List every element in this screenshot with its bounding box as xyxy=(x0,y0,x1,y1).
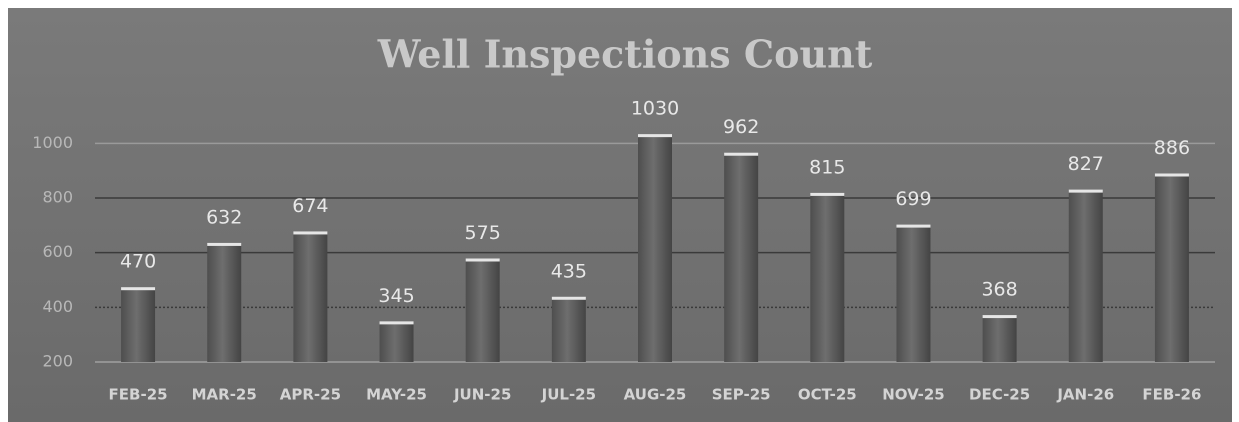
bar xyxy=(810,193,845,362)
x-tick-label: JUN-25 xyxy=(453,386,511,404)
data-label: 435 xyxy=(551,260,587,282)
data-label: 699 xyxy=(895,188,931,210)
data-label: 674 xyxy=(292,195,328,217)
bar-cap xyxy=(724,152,759,156)
y-tick-label: 800 xyxy=(42,188,73,207)
bar xyxy=(379,322,414,362)
bar-cap xyxy=(551,296,586,300)
x-tick-label: AUG-25 xyxy=(624,386,687,404)
bar-cap xyxy=(465,258,500,262)
bar-cap xyxy=(379,321,414,325)
y-tick-label: 600 xyxy=(42,242,73,261)
data-label: 632 xyxy=(206,206,242,228)
x-tick-label: MAR-25 xyxy=(192,386,257,404)
x-tick-label: NOV-25 xyxy=(882,386,945,404)
bar-cap xyxy=(121,287,156,291)
data-label: 575 xyxy=(465,222,501,244)
bar-cap xyxy=(207,242,242,246)
y-tick-label: 400 xyxy=(42,297,73,316)
data-label: 368 xyxy=(981,279,1017,301)
bar xyxy=(207,243,242,362)
bar-cap xyxy=(810,192,845,196)
x-tick-label: APR-25 xyxy=(280,386,341,404)
data-label: 962 xyxy=(723,116,759,138)
chart-title: Well Inspections Count xyxy=(377,32,873,77)
data-label: 815 xyxy=(809,156,845,178)
data-label: 827 xyxy=(1068,153,1104,175)
bar xyxy=(638,135,672,362)
bar xyxy=(896,225,931,362)
bar-cap xyxy=(293,231,328,235)
bar-cap xyxy=(1154,173,1189,177)
data-label: 345 xyxy=(378,285,414,307)
data-label: 470 xyxy=(120,251,156,273)
bar xyxy=(121,288,156,362)
bar-cap xyxy=(896,224,931,228)
x-tick-label: JUL-25 xyxy=(541,386,596,404)
bar xyxy=(982,316,1017,362)
bar xyxy=(551,297,586,362)
bar xyxy=(465,259,500,362)
bar-cap xyxy=(638,134,672,138)
x-tick-label: FEB-25 xyxy=(109,386,168,404)
bar-cap xyxy=(1068,189,1103,193)
x-tick-label: OCT-25 xyxy=(798,386,857,404)
bar xyxy=(1068,190,1103,362)
data-label: 886 xyxy=(1154,137,1190,159)
bar xyxy=(293,232,328,362)
bar xyxy=(1154,174,1189,362)
x-tick-label: FEB-26 xyxy=(1142,386,1201,404)
bar-cap xyxy=(982,315,1017,319)
data-label: 1030 xyxy=(631,98,679,120)
x-tick-label: MAY-25 xyxy=(366,386,427,404)
x-tick-label: DEC-25 xyxy=(969,386,1030,404)
y-tick-label: 200 xyxy=(42,352,73,371)
bar xyxy=(724,153,759,362)
x-tick-label: JAN-26 xyxy=(1056,386,1114,404)
y-tick-label: 1000 xyxy=(32,133,73,152)
x-tick-label: SEP-25 xyxy=(712,386,771,404)
